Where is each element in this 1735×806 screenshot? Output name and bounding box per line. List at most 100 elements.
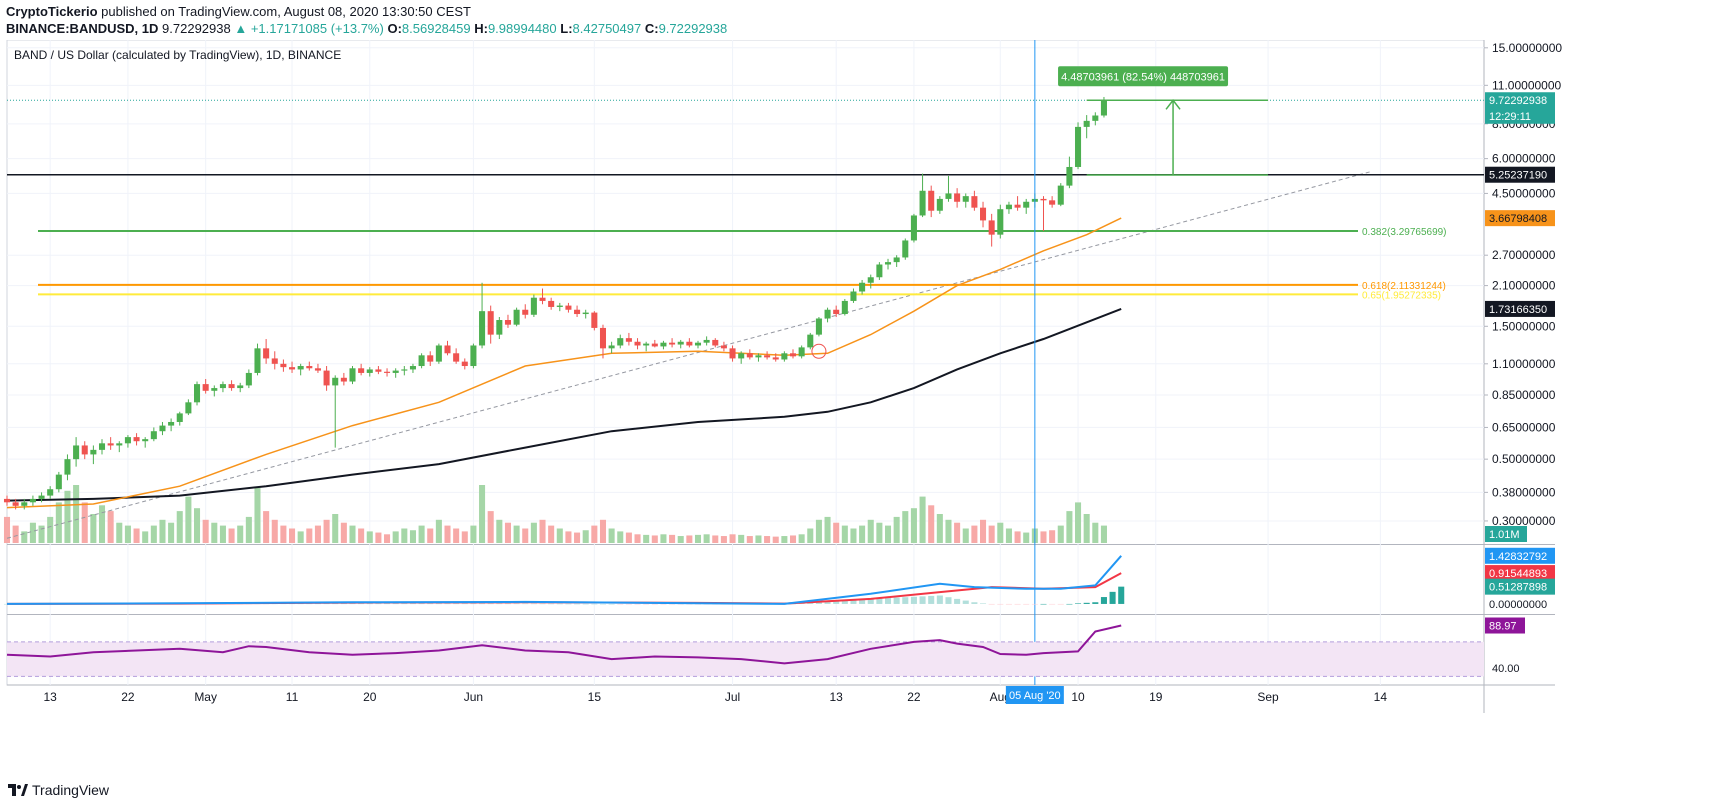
candle-body: [479, 311, 486, 346]
candle-body: [798, 347, 805, 357]
candle-body: [219, 384, 226, 389]
time-tick-label: 13: [830, 690, 844, 704]
volume-bar: [185, 496, 192, 543]
volume-bar: [47, 516, 54, 543]
macd-axis-badge: [1485, 547, 1555, 564]
candle-body: [694, 342, 702, 346]
fib-level-label: 0.382(3.29765699): [1362, 227, 1447, 238]
macd-histogram-bar: [314, 603, 321, 605]
candle-body: [124, 437, 131, 444]
candle-body: [444, 345, 451, 354]
candle-body: [962, 196, 969, 202]
volume-bar: [755, 535, 762, 543]
measure-arrowhead: [1165, 99, 1181, 110]
candle-body: [824, 309, 831, 319]
macd-histogram-bar: [997, 603, 1004, 605]
candle-body: [893, 257, 900, 263]
candle-body: [876, 264, 883, 278]
macd-histogram-bar: [504, 603, 511, 605]
candle-body: [910, 215, 917, 241]
macd-axis-label: 0.91544893: [1489, 568, 1547, 580]
candle-body: [530, 297, 537, 315]
macd-histogram-bar: [306, 603, 313, 605]
candle-body: [194, 384, 201, 403]
macd-histogram-bar: [574, 603, 581, 605]
candle-body: [582, 312, 589, 315]
author-name[interactable]: CryptoTickerio: [6, 4, 98, 19]
candle-body: [712, 339, 719, 346]
volume-bar: [81, 502, 88, 543]
candle-body: [738, 353, 745, 359]
volume-bar: [98, 505, 106, 543]
volume-bar: [686, 535, 693, 543]
candle-body: [789, 353, 797, 357]
price-change: ▲ +1.17171085 (+13.7%): [234, 21, 384, 36]
candle-body: [263, 348, 270, 359]
macd-histogram-bar: [418, 603, 425, 605]
open-label: O:: [387, 21, 402, 36]
candle-body: [1100, 100, 1107, 116]
candle-body: [660, 342, 667, 347]
candle-body: [289, 367, 296, 370]
volume-bar: [513, 525, 520, 543]
volume-bar: [1014, 531, 1021, 543]
macd-histogram-bar: [1092, 602, 1099, 604]
price-tick-label: 4.50000000: [1492, 186, 1556, 200]
price-tick-label: 0.30000000: [1492, 514, 1556, 528]
macd-histogram-bar: [884, 598, 892, 604]
volume-bar: [340, 522, 347, 543]
candle-body: [47, 489, 54, 496]
macd-histogram-bar: [876, 598, 883, 604]
volume-bar: [893, 516, 900, 543]
measure-label-box: [1058, 66, 1229, 87]
time-tick-label: May: [194, 690, 217, 704]
volume-bar: [625, 532, 632, 543]
candle-body: [539, 297, 546, 301]
volume-bar: [435, 519, 442, 543]
candle-series: [3, 96, 1107, 510]
volume-badge-text: 1.01M: [1489, 529, 1520, 541]
macd-histogram-bar: [893, 597, 900, 604]
volume-bar: [859, 525, 866, 543]
candle-body: [565, 305, 572, 310]
volume-bar: [29, 522, 36, 543]
candle-body: [55, 474, 62, 490]
price-axis-badge-text: 5.25237190: [1489, 170, 1547, 182]
macd-histogram-bar: [807, 602, 814, 604]
macd-histogram-bar: [3, 603, 11, 605]
volume-bar: [651, 535, 658, 543]
volume-bar: [349, 525, 356, 543]
volume-bar: [945, 519, 952, 543]
volume-bar: [530, 522, 537, 543]
volume-bar: [461, 531, 468, 543]
candle-body: [375, 369, 382, 372]
volume-bar: [1083, 514, 1090, 543]
volume-bar: [211, 522, 218, 543]
volume-bar: [289, 528, 296, 543]
candle-body: [150, 431, 157, 440]
candle-body: [1049, 200, 1056, 205]
volume-bar: [176, 511, 183, 543]
candle-body: [1040, 198, 1047, 201]
volume-bar: [565, 531, 572, 543]
volume-bar: [159, 519, 166, 543]
time-tick-label: 20: [363, 690, 377, 704]
volume-bar: [228, 528, 235, 543]
macd-axis-label: 0.51287898: [1489, 582, 1547, 594]
volume-bar: [980, 519, 987, 543]
macd-histogram-bar: [962, 600, 969, 604]
volume-bar: [1057, 525, 1064, 543]
tradingview-brand[interactable]: TradingView: [8, 782, 109, 798]
chart-canvas[interactable]: 0.382(3.29765699) 0.618(2.11331244)0.65(1…: [0, 40, 1735, 780]
volume-bar: [660, 534, 667, 543]
volume-bar: [928, 505, 935, 543]
volume-bar: [392, 531, 399, 543]
candle-body: [643, 343, 650, 346]
volume-bar: [841, 525, 848, 543]
volume-bar: [643, 534, 650, 543]
candle-body: [686, 341, 693, 346]
measure-label: 4.48703961 (82.54%) 448703961: [1061, 71, 1225, 83]
volume-bar: [1049, 530, 1056, 543]
time-tick-label: Sep: [1257, 690, 1279, 704]
price-axis-badge-text: 3.66798408: [1489, 213, 1547, 225]
